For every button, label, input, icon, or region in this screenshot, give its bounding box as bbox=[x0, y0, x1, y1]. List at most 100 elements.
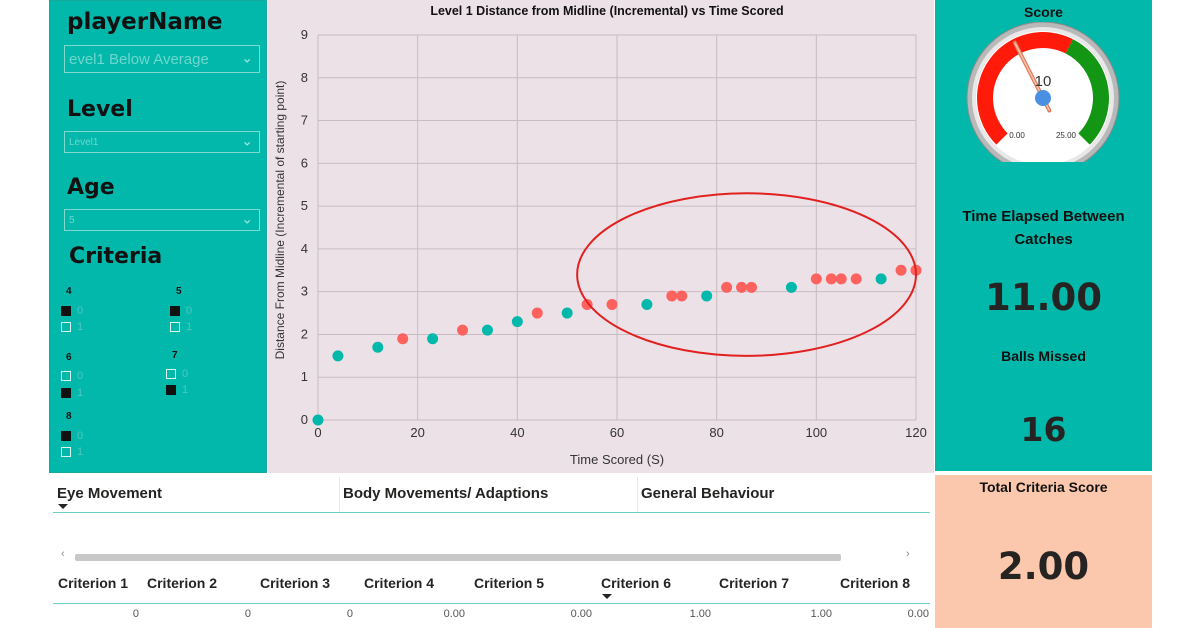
data-point[interactable] bbox=[457, 324, 469, 336]
data-point[interactable] bbox=[875, 273, 887, 285]
header-criterion-5[interactable]: Criterion 5 bbox=[474, 575, 545, 591]
scatter-chart: Level 1 Distance from Midline (Increment… bbox=[273, 4, 927, 467]
sort-down-icon[interactable] bbox=[58, 504, 68, 509]
data-point[interactable] bbox=[701, 290, 713, 302]
column-divider bbox=[637, 477, 638, 513]
header-general-behaviour[interactable]: General Behaviour bbox=[641, 485, 775, 502]
scrollbar-thumb[interactable] bbox=[75, 554, 841, 561]
x-tick-label: 60 bbox=[610, 425, 624, 440]
data-point[interactable] bbox=[312, 414, 324, 426]
criteria-8-title: 8 bbox=[66, 411, 72, 422]
table-cell: 0 bbox=[132, 608, 139, 620]
scroll-left-icon[interactable]: ‹ bbox=[61, 548, 65, 560]
unchecked-box-icon bbox=[170, 322, 180, 332]
data-point[interactable] bbox=[561, 307, 573, 319]
data-point[interactable] bbox=[372, 341, 384, 353]
x-tick-label: 20 bbox=[410, 425, 424, 440]
criteria-5-option-0[interactable]: 0 bbox=[170, 305, 192, 317]
option-label: 1 bbox=[182, 384, 189, 396]
x-tick-label: 40 bbox=[510, 425, 524, 440]
filter-panel: playerName evel1 Below Average ⌄ Level L… bbox=[49, 0, 267, 473]
data-point[interactable] bbox=[736, 281, 748, 293]
scroll-right-icon[interactable]: › bbox=[906, 548, 910, 560]
data-point[interactable] bbox=[676, 290, 688, 302]
checked-box-icon bbox=[61, 431, 71, 441]
horizontal-scrollbar[interactable]: ‹ › bbox=[53, 548, 930, 563]
checked-box-icon bbox=[61, 306, 71, 316]
option-label: 1 bbox=[77, 387, 84, 399]
header-criterion-8[interactable]: Criterion 8 bbox=[840, 575, 911, 591]
table-cell: 0 bbox=[244, 608, 251, 620]
data-point[interactable] bbox=[666, 290, 678, 302]
option-label: 1 bbox=[77, 321, 84, 333]
y-tick-label: 2 bbox=[301, 326, 308, 341]
header-body-movements[interactable]: Body Movements/ Adaptions bbox=[343, 485, 549, 502]
y-tick-label: 1 bbox=[301, 369, 308, 384]
data-point[interactable] bbox=[721, 281, 733, 293]
header-criterion-6[interactable]: Criterion 6 bbox=[601, 575, 672, 591]
data-point[interactable] bbox=[427, 333, 439, 345]
data-point[interactable] bbox=[397, 333, 409, 345]
level-dropdown[interactable]: Level1 ⌄ bbox=[64, 131, 260, 153]
header-criterion-1[interactable]: Criterion 1 bbox=[58, 575, 129, 591]
data-point[interactable] bbox=[581, 299, 593, 310]
unchecked-box-icon bbox=[61, 371, 71, 381]
criteria-6-option-1[interactable]: 1 bbox=[61, 387, 83, 399]
data-point[interactable] bbox=[785, 281, 797, 293]
data-point[interactable] bbox=[895, 264, 907, 276]
header-criterion-4[interactable]: Criterion 4 bbox=[364, 575, 435, 591]
data-point[interactable] bbox=[810, 273, 822, 285]
total-criteria-panel: Total Criteria Score 2.00 bbox=[935, 475, 1152, 628]
gauge-hub bbox=[1035, 90, 1051, 106]
data-point[interactable] bbox=[606, 299, 618, 310]
checked-box-icon bbox=[61, 388, 71, 398]
column-divider bbox=[339, 477, 340, 513]
data-point[interactable] bbox=[481, 324, 493, 336]
data-point[interactable] bbox=[835, 273, 847, 285]
level-heading: Level bbox=[67, 97, 133, 122]
criteria-8-option-1[interactable]: 1 bbox=[61, 446, 83, 458]
table-cell: 1.00 bbox=[689, 608, 711, 620]
header-criterion-3[interactable]: Criterion 3 bbox=[260, 575, 331, 591]
criteria-8-option-0[interactable]: 0 bbox=[61, 430, 83, 442]
total-criteria-value: 2.00 bbox=[997, 545, 1090, 588]
checked-box-icon bbox=[170, 306, 180, 316]
header-criterion-2[interactable]: Criterion 2 bbox=[147, 575, 218, 591]
data-point[interactable] bbox=[746, 281, 758, 293]
y-tick-label: 8 bbox=[301, 70, 308, 85]
checked-box-icon bbox=[166, 385, 176, 395]
criteria-4-option-1[interactable]: 1 bbox=[61, 321, 83, 333]
data-point[interactable] bbox=[641, 299, 653, 310]
criteria-7-option-1[interactable]: 1 bbox=[166, 384, 188, 396]
score-title: Score bbox=[1024, 4, 1063, 20]
data-point[interactable] bbox=[850, 273, 862, 285]
criteria-5-option-1[interactable]: 1 bbox=[170, 321, 192, 333]
age-dropdown[interactable]: 5 ⌄ bbox=[64, 209, 260, 231]
level-value: Level1 bbox=[69, 136, 99, 148]
highlight-ellipse bbox=[576, 192, 918, 357]
scatter-chart-visual[interactable]: Level 1 Distance from Midline (Increment… bbox=[268, 0, 934, 473]
score-gauge: 10 0.00 25.00 bbox=[966, 22, 1120, 162]
balls-missed-value: 16 bbox=[1020, 410, 1067, 449]
age-heading: Age bbox=[67, 175, 115, 200]
header-criterion-7[interactable]: Criterion 7 bbox=[719, 575, 790, 591]
criteria-4-option-0[interactable]: 0 bbox=[61, 305, 83, 317]
header-underline bbox=[53, 603, 930, 604]
sort-down-icon[interactable] bbox=[602, 594, 612, 599]
option-label: 0 bbox=[77, 370, 84, 382]
criteria-7-option-0[interactable]: 0 bbox=[166, 368, 188, 380]
data-point[interactable] bbox=[511, 316, 523, 328]
criteria-6-option-0[interactable]: 0 bbox=[61, 370, 83, 382]
option-label: 0 bbox=[182, 368, 189, 380]
data-point[interactable] bbox=[531, 307, 543, 319]
gauge-min-label: 0.00 bbox=[1009, 131, 1025, 140]
data-point[interactable] bbox=[825, 273, 837, 285]
player-name-dropdown[interactable]: evel1 Below Average ⌄ bbox=[64, 45, 260, 73]
header-eye-movement[interactable]: Eye Movement bbox=[57, 485, 163, 502]
y-tick-label: 9 bbox=[301, 27, 308, 42]
player-name-heading: playerName bbox=[67, 9, 223, 35]
kpi-panel: Score 10 0.00 25.00 Time Elapsed Between… bbox=[935, 0, 1152, 471]
option-label: 0 bbox=[77, 305, 84, 317]
data-point[interactable] bbox=[332, 350, 344, 362]
table-cell: 1.00 bbox=[810, 608, 832, 620]
